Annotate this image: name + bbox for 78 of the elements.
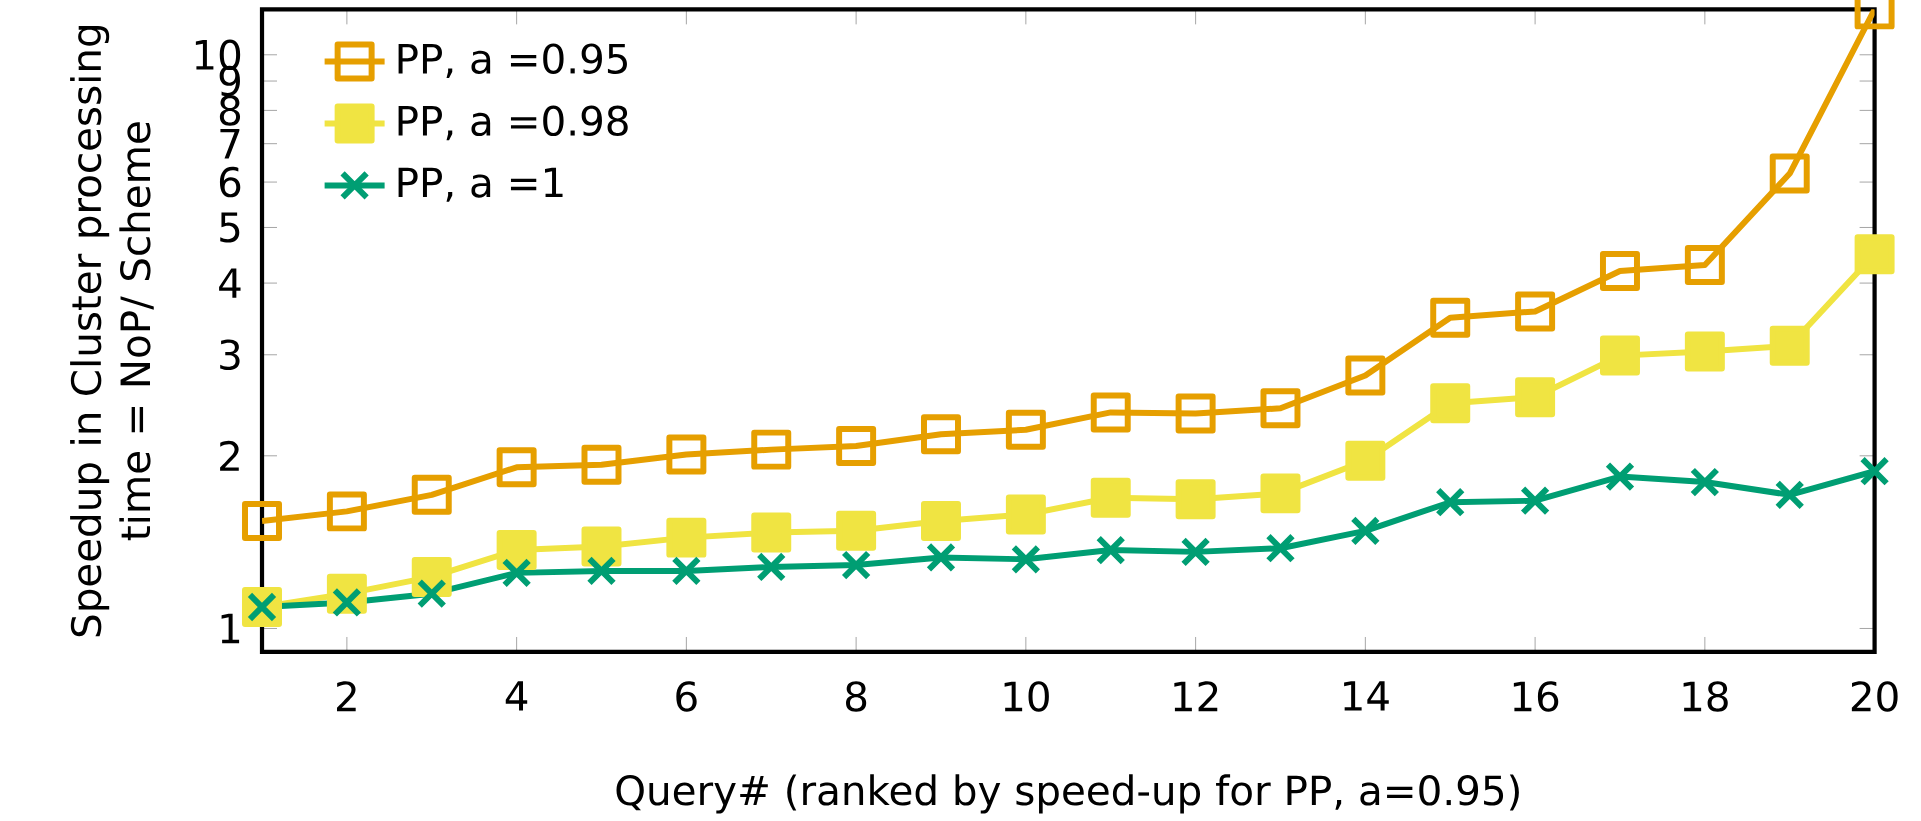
point <box>581 444 622 485</box>
point <box>921 414 961 455</box>
point <box>1345 355 1386 396</box>
point <box>925 542 957 573</box>
x-tick-label: 2 <box>337 681 356 712</box>
point <box>1604 461 1635 492</box>
point <box>841 550 872 581</box>
x-tick-label: 6 <box>676 681 697 712</box>
point <box>581 526 622 567</box>
point <box>1520 485 1551 516</box>
point <box>666 434 707 475</box>
point <box>1769 153 1810 194</box>
point <box>1005 494 1046 535</box>
point <box>1175 393 1216 434</box>
point <box>326 491 367 532</box>
point <box>1435 487 1466 518</box>
point <box>416 578 447 609</box>
y-tick-label: 6 <box>219 166 241 198</box>
point <box>1090 392 1131 433</box>
y-tick-label: 5 <box>220 212 240 243</box>
point <box>1515 291 1556 332</box>
x-axis-title: Query# (ranked by speed-up for PP, a=0.95) <box>616 774 1519 814</box>
x-tick-label: 8 <box>846 681 867 712</box>
point <box>1090 477 1131 518</box>
point <box>1345 440 1386 481</box>
legend-label: PP, a =0.98 <box>398 105 628 141</box>
y-tick-label: 4 <box>219 268 241 298</box>
point <box>1260 388 1301 429</box>
point <box>671 555 702 586</box>
point <box>666 517 707 558</box>
point <box>751 429 792 470</box>
y-axis-title: Speedup in Cluster processing time = NoP/ Scheme <box>70 26 154 637</box>
point <box>1350 515 1381 546</box>
legend-label: PP, a =1 <box>398 167 563 202</box>
point <box>1684 331 1725 372</box>
point <box>1774 479 1805 510</box>
y-tick-label: 7 <box>220 128 240 159</box>
point <box>1515 377 1556 418</box>
x-tick-label: 18 <box>1683 681 1728 712</box>
point <box>1859 456 1890 487</box>
point <box>496 447 537 488</box>
point <box>1689 467 1720 498</box>
point <box>496 530 537 571</box>
point <box>1265 533 1296 564</box>
point <box>1005 409 1046 450</box>
point <box>1430 383 1471 424</box>
point <box>1769 325 1810 366</box>
point <box>836 510 877 551</box>
point <box>586 555 617 586</box>
x-tick-label: 4 <box>505 681 528 711</box>
x-tick-label: 20 <box>1851 681 1898 712</box>
point <box>1175 479 1216 520</box>
point <box>1854 234 1895 275</box>
point <box>331 587 362 618</box>
y-tick-label: 2 <box>220 440 239 471</box>
point <box>756 551 787 582</box>
point <box>1010 544 1041 575</box>
x-tick-label: 10 <box>1004 681 1049 712</box>
x-tick-label: 12 <box>1174 681 1218 712</box>
point <box>751 512 792 553</box>
point <box>1430 297 1471 338</box>
point <box>1599 335 1640 376</box>
legend-label: PP, a =0.95 <box>398 43 627 79</box>
x-tick-label: 16 <box>1513 681 1559 712</box>
point <box>836 426 877 467</box>
point <box>1599 250 1640 291</box>
point <box>1180 536 1211 567</box>
point <box>1095 535 1126 566</box>
y-tick-label: 3 <box>220 339 240 371</box>
x-tick-label: 14 <box>1344 681 1389 711</box>
point <box>242 500 282 541</box>
point <box>1260 473 1301 514</box>
y-tick-label: 1 <box>221 613 240 644</box>
point <box>921 500 961 541</box>
point <box>411 474 452 515</box>
point <box>501 557 532 588</box>
point <box>1684 245 1725 286</box>
y-tick-label: 8 <box>219 95 241 126</box>
